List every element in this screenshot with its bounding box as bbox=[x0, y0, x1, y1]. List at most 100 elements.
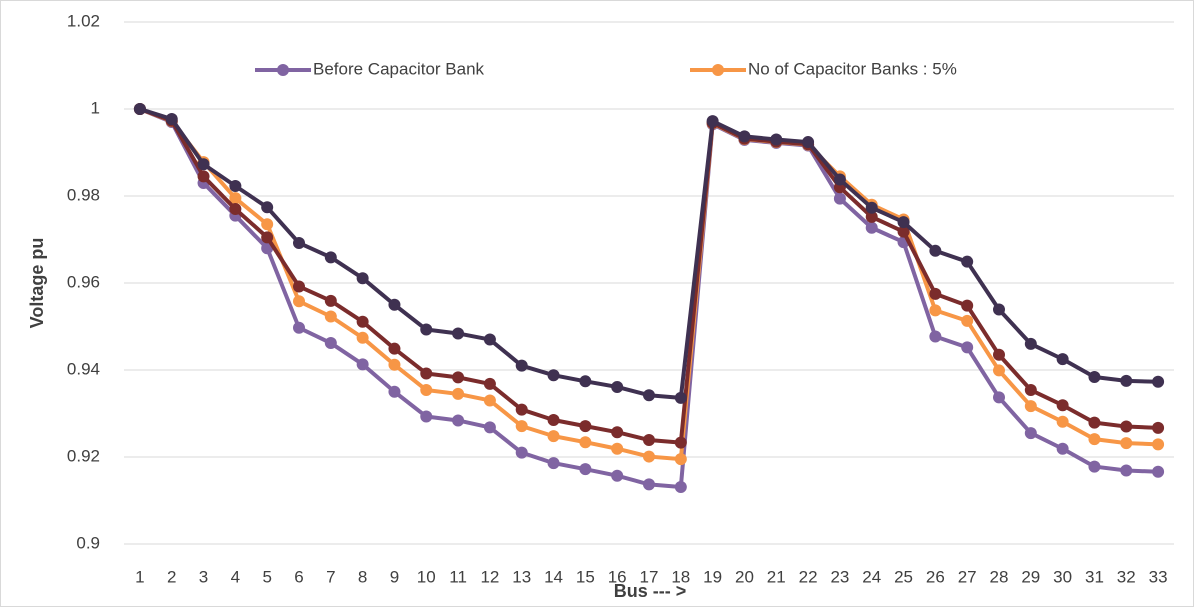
x-tick-label: 4 bbox=[231, 567, 240, 586]
point bbox=[643, 434, 655, 447]
x-tick-label: 27 bbox=[958, 567, 977, 586]
point bbox=[452, 387, 465, 400]
x-tick-label: 31 bbox=[1085, 567, 1104, 586]
point bbox=[1056, 353, 1069, 366]
point bbox=[770, 133, 783, 146]
point bbox=[483, 421, 496, 434]
point bbox=[802, 136, 815, 149]
point bbox=[515, 420, 528, 433]
point bbox=[1056, 442, 1069, 455]
x-tick-label: 7 bbox=[326, 567, 335, 586]
point bbox=[643, 450, 655, 463]
point bbox=[483, 333, 496, 346]
point bbox=[229, 179, 242, 192]
point bbox=[547, 369, 560, 382]
point bbox=[324, 294, 337, 307]
point bbox=[643, 478, 655, 491]
point bbox=[1088, 433, 1101, 446]
point bbox=[293, 236, 305, 249]
point bbox=[1152, 465, 1165, 478]
legend-label: Before Capacitor Bank bbox=[313, 59, 485, 78]
x-tick-label: 32 bbox=[1117, 567, 1136, 586]
point bbox=[388, 385, 401, 398]
point bbox=[929, 330, 942, 343]
point bbox=[547, 430, 560, 443]
point bbox=[611, 426, 624, 439]
x-tick-label: 6 bbox=[294, 567, 303, 586]
point bbox=[388, 298, 401, 311]
point bbox=[1088, 460, 1101, 473]
x-tick-label: 16 bbox=[608, 567, 627, 586]
x-tick-label: 15 bbox=[576, 567, 595, 586]
point bbox=[420, 323, 433, 336]
point bbox=[388, 342, 401, 355]
point bbox=[929, 304, 942, 317]
x-tick-label: 13 bbox=[512, 567, 531, 586]
point bbox=[1120, 420, 1133, 433]
point bbox=[611, 380, 624, 393]
point bbox=[1024, 427, 1037, 440]
point bbox=[611, 442, 624, 455]
point bbox=[356, 331, 369, 344]
point bbox=[611, 469, 624, 482]
point bbox=[674, 436, 687, 449]
x-tick-label: 20 bbox=[735, 567, 754, 586]
x-tick-label: 23 bbox=[830, 567, 849, 586]
point bbox=[1024, 384, 1037, 397]
point bbox=[993, 391, 1005, 404]
x-tick-label: 24 bbox=[862, 567, 881, 586]
point bbox=[961, 299, 974, 312]
point bbox=[1152, 438, 1165, 451]
point bbox=[579, 436, 592, 449]
point bbox=[483, 394, 496, 407]
point bbox=[674, 453, 687, 466]
x-tick-label: 1 bbox=[135, 567, 144, 586]
point bbox=[293, 280, 305, 293]
point bbox=[515, 359, 528, 372]
point bbox=[324, 310, 337, 323]
point bbox=[579, 420, 592, 433]
x-tick-label: 9 bbox=[390, 567, 399, 586]
x-tick-label: 14 bbox=[544, 567, 563, 586]
point bbox=[293, 321, 305, 334]
legend-marker bbox=[277, 64, 289, 76]
point bbox=[961, 255, 974, 268]
point bbox=[356, 358, 369, 371]
y-tick-label: 0.94 bbox=[67, 359, 100, 378]
x-tick-label: 11 bbox=[449, 567, 467, 586]
x-tick-label: 19 bbox=[703, 567, 722, 586]
x-tick-label: 22 bbox=[799, 567, 818, 586]
x-tick-label: 2 bbox=[167, 567, 176, 586]
point bbox=[547, 414, 560, 427]
y-tick-label: 0.96 bbox=[67, 272, 100, 291]
x-tick-label: 17 bbox=[640, 567, 659, 586]
point bbox=[324, 337, 337, 350]
point bbox=[261, 218, 274, 231]
y-tick-label: 0.9 bbox=[76, 533, 100, 552]
point bbox=[674, 481, 687, 494]
point bbox=[1056, 399, 1069, 412]
point bbox=[993, 303, 1005, 316]
point bbox=[420, 367, 433, 380]
x-tick-label: 30 bbox=[1053, 567, 1072, 586]
point bbox=[993, 364, 1005, 377]
point bbox=[483, 377, 496, 390]
y-tick-label: 0.98 bbox=[67, 185, 100, 204]
point bbox=[1120, 374, 1133, 387]
point bbox=[356, 315, 369, 328]
point bbox=[865, 221, 878, 234]
point bbox=[1088, 370, 1101, 383]
point bbox=[293, 295, 305, 308]
point bbox=[356, 272, 369, 285]
point bbox=[197, 158, 210, 171]
point bbox=[738, 130, 751, 143]
point bbox=[865, 210, 878, 223]
point bbox=[1024, 400, 1037, 413]
point bbox=[133, 103, 146, 115]
point bbox=[674, 391, 687, 404]
point bbox=[452, 414, 465, 427]
x-tick-label: 21 bbox=[767, 567, 786, 586]
point bbox=[961, 314, 974, 327]
x-axis-title: Bus --- > bbox=[614, 581, 687, 601]
point bbox=[197, 170, 210, 183]
